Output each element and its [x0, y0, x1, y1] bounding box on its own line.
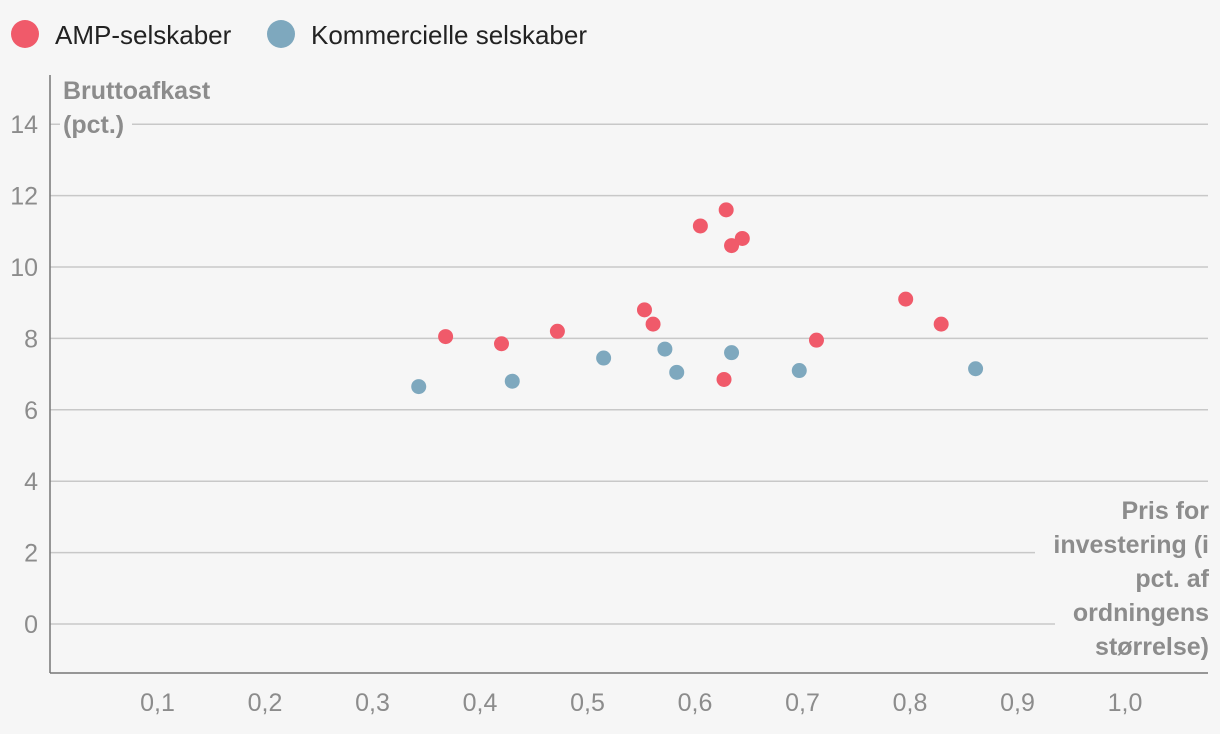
- point-kommercielle: [669, 364, 685, 380]
- x-tick-label: 0,4: [463, 689, 498, 717]
- point-amp: [549, 323, 565, 339]
- y-tick-label: 14: [10, 111, 38, 139]
- point-amp: [692, 218, 708, 234]
- point-amp: [898, 291, 914, 307]
- y-axis-title-line: Bruttoafkast: [63, 77, 211, 105]
- y-axis-title-background: [60, 104, 132, 140]
- x-axis-title-line: ordningens: [1073, 599, 1209, 627]
- point-amp: [636, 302, 652, 318]
- point-amp: [933, 316, 949, 332]
- point-amp: [734, 230, 750, 246]
- x-tick-label: 0,1: [140, 689, 175, 717]
- y-tick-label: 8: [24, 325, 38, 353]
- point-kommercielle: [411, 379, 427, 395]
- axis-titles: Bruttoafkast (pct.) Pris for investering (i…: [60, 77, 1215, 661]
- x-axis-title-background: [1055, 605, 1215, 635]
- x-tick-label: 0,2: [248, 689, 283, 717]
- point-kommercielle: [791, 363, 807, 379]
- x-tick-label: 0,8: [893, 689, 928, 717]
- data-points: [411, 202, 984, 395]
- point-kommercielle: [504, 373, 520, 389]
- point-amp: [716, 371, 732, 387]
- x-axis-title-line: investering (i: [1053, 531, 1209, 559]
- x-tick-labels: 0,1 0,2 0,3 0,4 0,5 0,6 0,7 0,8 0,9 1,0: [140, 689, 1142, 717]
- y-tick-label: 12: [10, 183, 38, 211]
- y-tick-label: 4: [24, 468, 38, 496]
- point-kommercielle: [657, 341, 673, 357]
- point-amp: [718, 202, 734, 218]
- legend: AMP-selskaber Kommercielle selskaber: [11, 20, 587, 50]
- axes: [49, 75, 1208, 674]
- point-amp: [438, 329, 454, 345]
- point-kommercielle: [596, 350, 612, 366]
- y-tick-labels: 0 2 4 6 8 10 12 14: [10, 111, 38, 639]
- y-tick-label: 6: [24, 397, 38, 425]
- x-axis-title-line: pct. af: [1135, 565, 1209, 593]
- x-tick-label: 0,9: [1000, 689, 1035, 717]
- y-tick-label: 0: [24, 611, 38, 639]
- x-tick-label: 0,6: [678, 689, 713, 717]
- x-tick-label: 0,3: [355, 689, 390, 717]
- legend-label-amp: AMP-selskaber: [55, 20, 232, 50]
- point-amp: [494, 336, 509, 352]
- point-amp: [808, 332, 824, 348]
- x-tick-label: 0,5: [570, 689, 605, 717]
- y-tick-label: 10: [10, 254, 38, 282]
- x-axis-title-line: Pris for: [1121, 497, 1209, 525]
- point-amp: [645, 316, 661, 332]
- legend-marker-amp: [11, 20, 39, 48]
- gridlines: [50, 123, 1208, 625]
- legend-marker-kommercielle: [267, 20, 295, 48]
- legend-label-kommercielle: Kommercielle selskaber: [311, 20, 587, 50]
- x-axis-title-background: [1035, 533, 1215, 563]
- point-amp: [724, 238, 740, 254]
- y-axis-title-line: (pct.): [63, 111, 124, 139]
- x-tick-label: 1,0: [1108, 689, 1143, 717]
- x-axis-title-line: størrelse): [1095, 633, 1209, 661]
- y-tick-label: 2: [24, 540, 38, 568]
- point-kommercielle: [968, 361, 984, 377]
- x-tick-label: 0,7: [785, 689, 820, 717]
- point-kommercielle: [724, 345, 740, 361]
